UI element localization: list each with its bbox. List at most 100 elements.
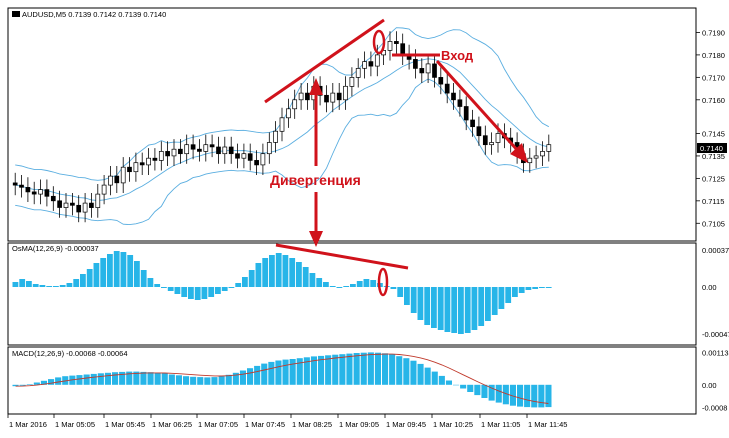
macd-bar [374,352,381,385]
macd-bar [445,380,452,385]
price-tick-label: 0.7135 [702,152,725,161]
candle [336,83,342,110]
macd-bar [104,372,111,385]
osma-bar [343,286,350,287]
macd-bar [48,379,55,385]
candle [95,184,101,218]
candle [273,121,278,153]
osma-bar [134,261,140,287]
price-panel[interactable] [7,7,697,242]
osma-bar [525,287,532,290]
macd-bar [360,352,367,385]
candle [133,152,139,182]
candle-body [57,200,62,208]
candle [139,152,145,175]
candle [127,157,132,182]
osma-bar [194,287,201,300]
macd-bar [339,354,346,385]
candle-body [489,142,494,146]
macd-bar [12,384,19,387]
candle-body [495,133,501,143]
candle-body [31,191,37,195]
candle [470,109,475,137]
macd-bar [296,358,303,385]
candle-body [444,83,450,94]
time-tick-label: 1 Mar 11:05 [481,420,520,429]
candle-body [108,175,113,186]
entry-label: Вход [441,48,474,63]
osma-bar [19,279,26,287]
osma-bar [154,284,161,287]
symbol-marker-icon [12,11,20,17]
macd-bar [325,355,332,385]
macd-bar [147,372,154,385]
candle-body [330,92,336,103]
macd-bar [211,377,218,385]
annotations: Вход Дивергенция [264,18,528,297]
candle-body [235,153,240,159]
candle [12,172,18,196]
candle-body [228,146,234,155]
macd-bar [310,356,317,385]
candle [63,193,69,218]
candle [374,44,380,77]
candle [482,125,488,155]
macd-bar [239,370,246,385]
osma-bar [147,278,154,287]
candle [171,139,177,166]
candle-body [457,99,463,107]
candle [260,143,266,175]
candle-body [101,184,107,195]
candle [349,67,355,97]
candle-body [273,130,278,143]
candle [432,53,437,88]
candle-body [171,148,177,157]
candle [425,53,431,83]
macd-bar [417,363,424,385]
osma-peak-highlight [377,267,389,297]
candle-body [241,153,247,159]
osma-bar [100,258,107,287]
osma-bar [431,287,437,328]
candle-body [178,148,183,155]
candle [203,134,209,162]
osma-bar [485,287,491,321]
candle-body [527,157,533,164]
candle [44,179,50,207]
price-tick-label: 0.7170 [702,73,725,82]
candle [394,31,399,54]
time-tick-label: 1 Mar 05:45 [105,420,145,429]
candle [222,136,228,164]
candle [70,193,75,216]
candle-body [419,68,425,74]
time-tick-label: 1 Mar 06:25 [152,420,192,429]
osma-bar [491,287,498,315]
candle [324,85,329,113]
candle [190,134,196,160]
macd-bar [90,373,97,385]
macd-bar [289,359,296,385]
candle-body [127,166,132,173]
macd-bar [488,384,495,401]
osma-bar [140,270,147,287]
candle-body [349,77,355,87]
candle [254,150,259,175]
price-panel-title: AUDUSD,M5 0.7139 0.7142 0.7139 0.7140 [22,10,166,19]
osma-bar [39,285,46,287]
candle [178,139,183,164]
macd-bar [332,354,339,385]
macd-bar [175,375,182,385]
osma-bar [73,279,80,287]
osma-bar [181,287,188,297]
candle [152,148,158,171]
candle [197,139,202,162]
osma-bar [59,285,66,287]
osma-bar [32,284,39,287]
price-panel-title-group: AUDUSD,M5 0.7139 0.7142 0.7139 0.7140 [12,10,166,19]
candle-body [114,175,120,184]
macd-bar [495,384,502,403]
osma-tick-label: -0.00047 [702,330,729,339]
osma-bar [235,283,242,287]
macd-bar [133,371,140,385]
